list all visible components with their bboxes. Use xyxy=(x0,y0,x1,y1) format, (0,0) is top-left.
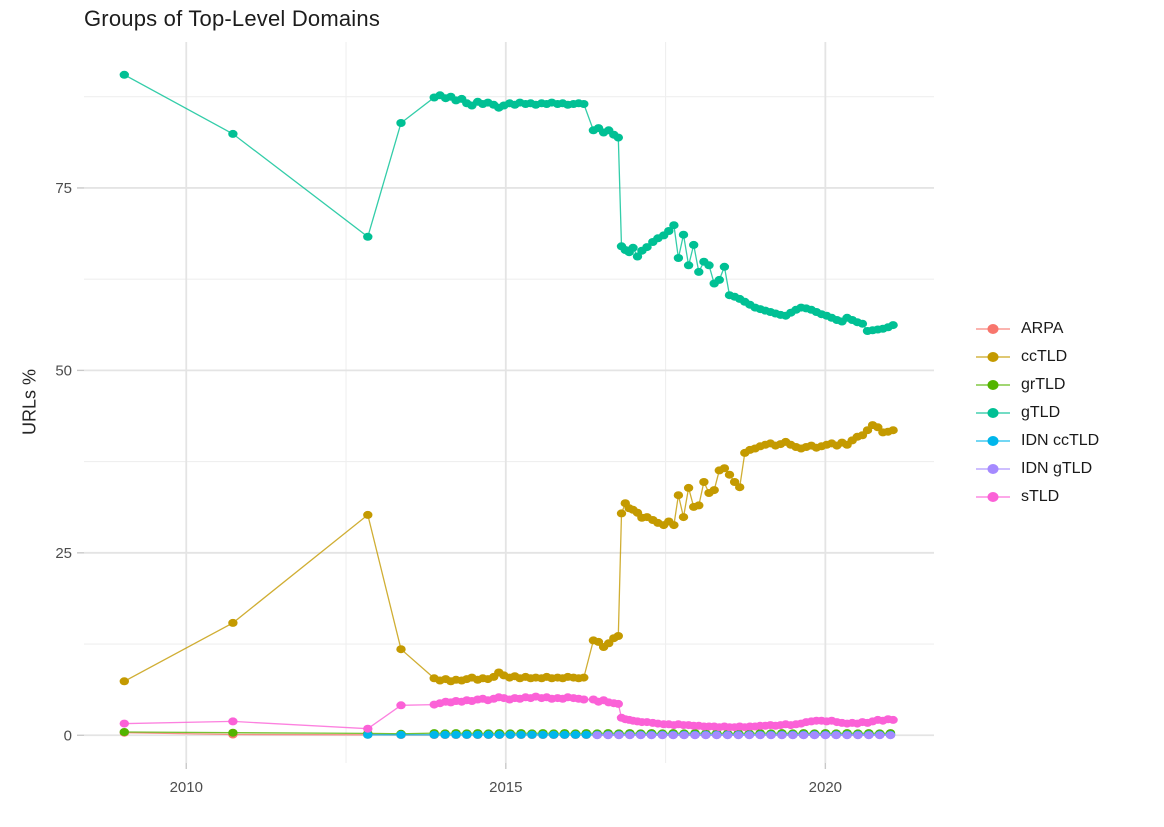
legend-label: ARPA xyxy=(1021,320,1064,337)
y-tick-label: 75 xyxy=(55,180,72,197)
series-line-gtld xyxy=(123,74,894,332)
y-axis-labels: 0 25 50 75 xyxy=(55,180,72,744)
y-tick-label: 25 xyxy=(55,545,72,562)
legend: ARPA ccTLD grTLD gTLD IDN ccTLD IDN gTLD sTLD xyxy=(976,320,1099,506)
legend-item-idn-cctld: IDN ccTLD xyxy=(976,432,1099,450)
legend-label: IDN gTLD xyxy=(1021,460,1093,477)
legend-swatch-cctld xyxy=(976,352,1010,362)
legend-item-cctld: ccTLD xyxy=(976,348,1099,366)
x-tick-label: 2020 xyxy=(809,779,842,796)
legend-item-stld: sTLD xyxy=(976,488,1099,506)
legend-swatch-stld xyxy=(976,492,1010,502)
legend-label: sTLD xyxy=(1021,488,1060,505)
x-tick-label: 2015 xyxy=(489,779,522,796)
series-points-stld xyxy=(119,692,898,733)
legend-label: grTLD xyxy=(1021,376,1066,393)
gridlines-minor xyxy=(84,42,934,763)
y-tick-label: 50 xyxy=(55,362,72,379)
series-points-cctld xyxy=(119,421,898,686)
legend-item-arpa: ARPA xyxy=(976,320,1099,338)
chart-title: Groups of Top-Level Domains xyxy=(84,6,381,31)
y-tick-label: 0 xyxy=(64,727,72,744)
legend-label: IDN ccTLD xyxy=(1021,432,1100,449)
series-points-gtld xyxy=(119,70,898,335)
legend-swatch-idn-cctld xyxy=(976,436,1010,446)
axis-ticks xyxy=(77,187,827,769)
legend-item-grtld: grTLD xyxy=(976,376,1099,394)
legend-swatch-idn-gtld xyxy=(976,464,1010,474)
x-axis-labels: 2010 2015 2020 xyxy=(170,779,842,796)
legend-item-idn-gtld: IDN gTLD xyxy=(976,460,1099,478)
legend-label: ccTLD xyxy=(1021,348,1068,365)
gridlines-major xyxy=(84,42,934,763)
legend-swatch-gtld xyxy=(976,408,1010,418)
legend-swatch-grtld xyxy=(976,380,1010,390)
legend-label: gTLD xyxy=(1021,404,1061,421)
x-tick-label: 2010 xyxy=(170,779,203,796)
legend-swatch-arpa xyxy=(976,324,1010,334)
series-points-idn-gtld xyxy=(592,731,896,740)
legend-item-gtld: gTLD xyxy=(976,404,1099,422)
